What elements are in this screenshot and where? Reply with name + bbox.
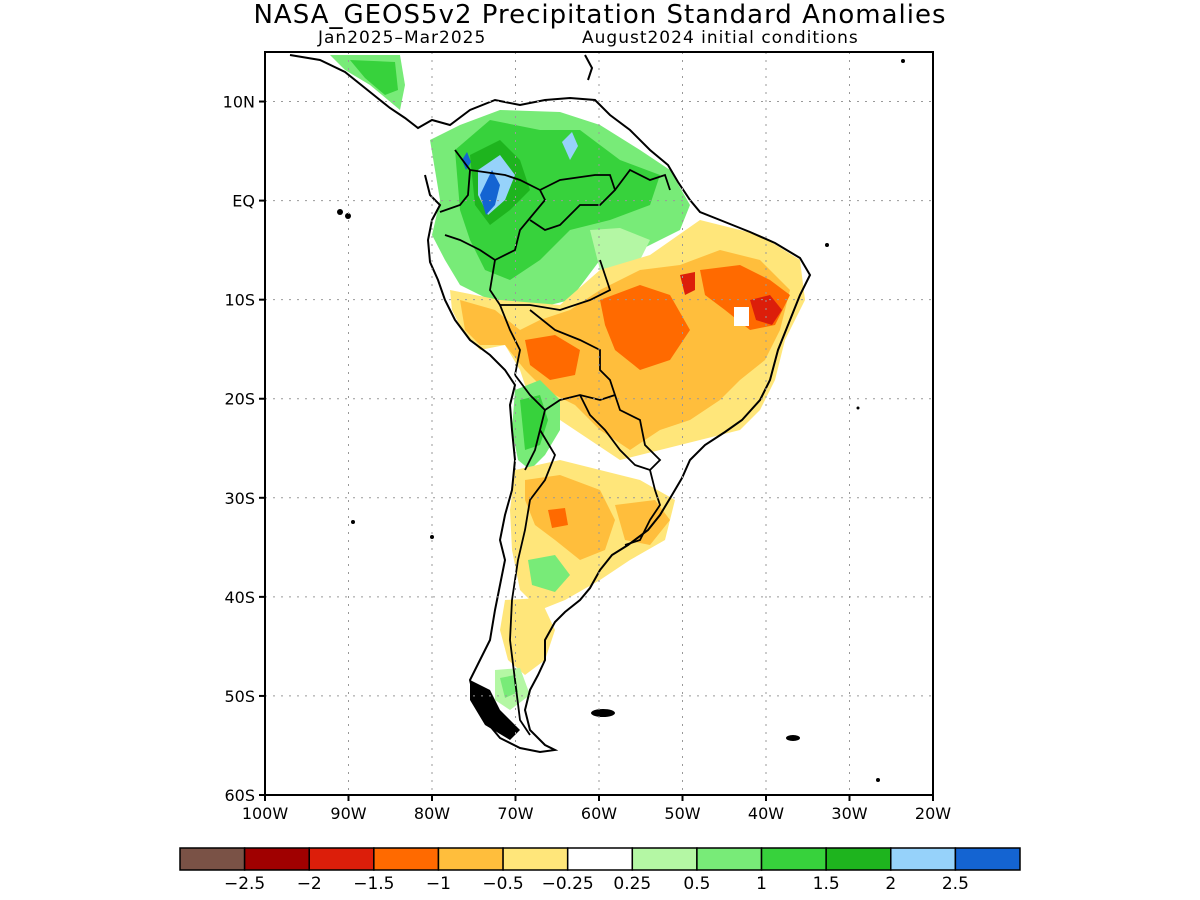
anomaly-region bbox=[562, 132, 578, 160]
border-path bbox=[529, 174, 617, 231]
coastline-path bbox=[584, 54, 594, 81]
initial-conditions: August2024 initial conditions bbox=[582, 28, 859, 48]
y-tick-label: 10S bbox=[224, 291, 255, 310]
colorbar bbox=[179, 847, 1021, 871]
y-tick-label: 30S bbox=[224, 489, 255, 508]
axis-ticks bbox=[259, 100, 934, 801]
colorbar-swatch bbox=[954, 847, 1021, 871]
x-tick-label: 80W bbox=[414, 804, 450, 823]
x-tick-label: 50W bbox=[664, 804, 700, 823]
x-tick-label: 40W bbox=[748, 804, 784, 823]
border-path bbox=[529, 309, 617, 411]
colorbar-swatch bbox=[890, 847, 957, 871]
colorbar-label: 1 bbox=[756, 874, 767, 894]
border-path bbox=[444, 169, 547, 262]
colorbar-swatch bbox=[308, 847, 375, 871]
colorbar-swatch bbox=[825, 847, 892, 871]
colorbar-swatch bbox=[179, 847, 246, 871]
x-tick-label: 70W bbox=[497, 804, 533, 823]
x-tick-label: 60W bbox=[581, 804, 617, 823]
anomaly-region bbox=[525, 475, 615, 560]
island bbox=[351, 520, 355, 524]
colorbar-swatch bbox=[696, 847, 763, 871]
islands bbox=[337, 59, 905, 782]
anomaly-region bbox=[548, 508, 568, 528]
colorbar-label: −0.5 bbox=[482, 874, 523, 894]
island bbox=[345, 213, 351, 219]
y-tick-label: 40S bbox=[224, 588, 255, 607]
country-borders bbox=[439, 149, 671, 736]
colorbar-label: −2.5 bbox=[224, 874, 265, 894]
border-path bbox=[439, 149, 471, 213]
colorbar-swatch bbox=[760, 847, 827, 871]
anomaly-fields bbox=[330, 55, 805, 710]
anomaly-region bbox=[500, 598, 555, 675]
anomaly-region bbox=[500, 675, 518, 698]
y-tick-label: 50S bbox=[224, 687, 255, 706]
colorbar-swatch bbox=[566, 847, 634, 871]
anomaly-region bbox=[350, 60, 398, 95]
island bbox=[430, 535, 434, 539]
island bbox=[470, 680, 520, 740]
anomaly-region bbox=[480, 170, 500, 215]
colorbar-label: 2.5 bbox=[942, 874, 969, 894]
anomaly-region bbox=[734, 307, 749, 326]
island bbox=[876, 778, 880, 782]
border-path bbox=[509, 429, 557, 736]
colorbar-swatch bbox=[631, 847, 698, 871]
y-tick-label: 60S bbox=[224, 786, 255, 805]
y-tick-label: EQ bbox=[232, 192, 255, 211]
anomaly-region bbox=[525, 335, 580, 380]
x-tick-label: 20W bbox=[915, 804, 951, 823]
border-path bbox=[624, 469, 661, 546]
colorbar-swatch bbox=[373, 847, 440, 871]
x-axis-labels: 100W 90W 80W 70W 60W 50W 40W 30W 20W bbox=[242, 804, 951, 823]
anomaly-region bbox=[600, 285, 690, 370]
anomaly-region bbox=[680, 272, 695, 295]
colorbar-label: 1.5 bbox=[813, 874, 840, 894]
y-tick-label: 10N bbox=[223, 93, 255, 112]
coastline-path bbox=[289, 54, 812, 754]
x-tick-label: 100W bbox=[242, 804, 289, 823]
colorbar-labels: −2.5 −2 −1.5 −1 −0.5 −0.25 0.25 0.5 1 1.5 2 2.5 bbox=[224, 874, 969, 894]
border-path bbox=[514, 374, 546, 471]
colorbar-label: 0.5 bbox=[683, 874, 710, 894]
colorbar-label: −0.25 bbox=[542, 874, 594, 894]
y-tick-label: 20S bbox=[224, 390, 255, 409]
colorbar-swatch bbox=[243, 847, 310, 871]
colorbar-swatch bbox=[502, 847, 569, 871]
chart-title: NASA_GEOS5v2 Precipitation Standard Anom… bbox=[253, 0, 947, 30]
border-path bbox=[489, 259, 612, 311]
anomaly-region bbox=[528, 555, 570, 592]
x-tick-label: 30W bbox=[831, 804, 867, 823]
colorbar-label: −1.5 bbox=[353, 874, 394, 894]
anomaly-region bbox=[462, 152, 471, 170]
island bbox=[337, 209, 343, 215]
island bbox=[825, 243, 829, 247]
colorbar-label: −1 bbox=[426, 874, 451, 894]
plot-area bbox=[289, 54, 905, 782]
colorbar-swatch bbox=[437, 847, 504, 871]
island bbox=[591, 709, 615, 717]
anomaly-region bbox=[520, 395, 548, 450]
island bbox=[901, 59, 905, 63]
island bbox=[786, 735, 800, 741]
coastline bbox=[289, 54, 812, 754]
x-tick-label: 90W bbox=[330, 804, 366, 823]
colorbar-label: 2 bbox=[885, 874, 896, 894]
forecast-period: Jan2025–Mar2025 bbox=[318, 28, 487, 48]
border-path bbox=[614, 168, 671, 191]
island bbox=[856, 406, 860, 410]
colorbar-label: −2 bbox=[297, 874, 322, 894]
y-axis-labels: 10N EQ 10S 20S 30S 40S 50S 60S bbox=[223, 93, 255, 805]
colorbar-label: 0.25 bbox=[613, 874, 651, 894]
